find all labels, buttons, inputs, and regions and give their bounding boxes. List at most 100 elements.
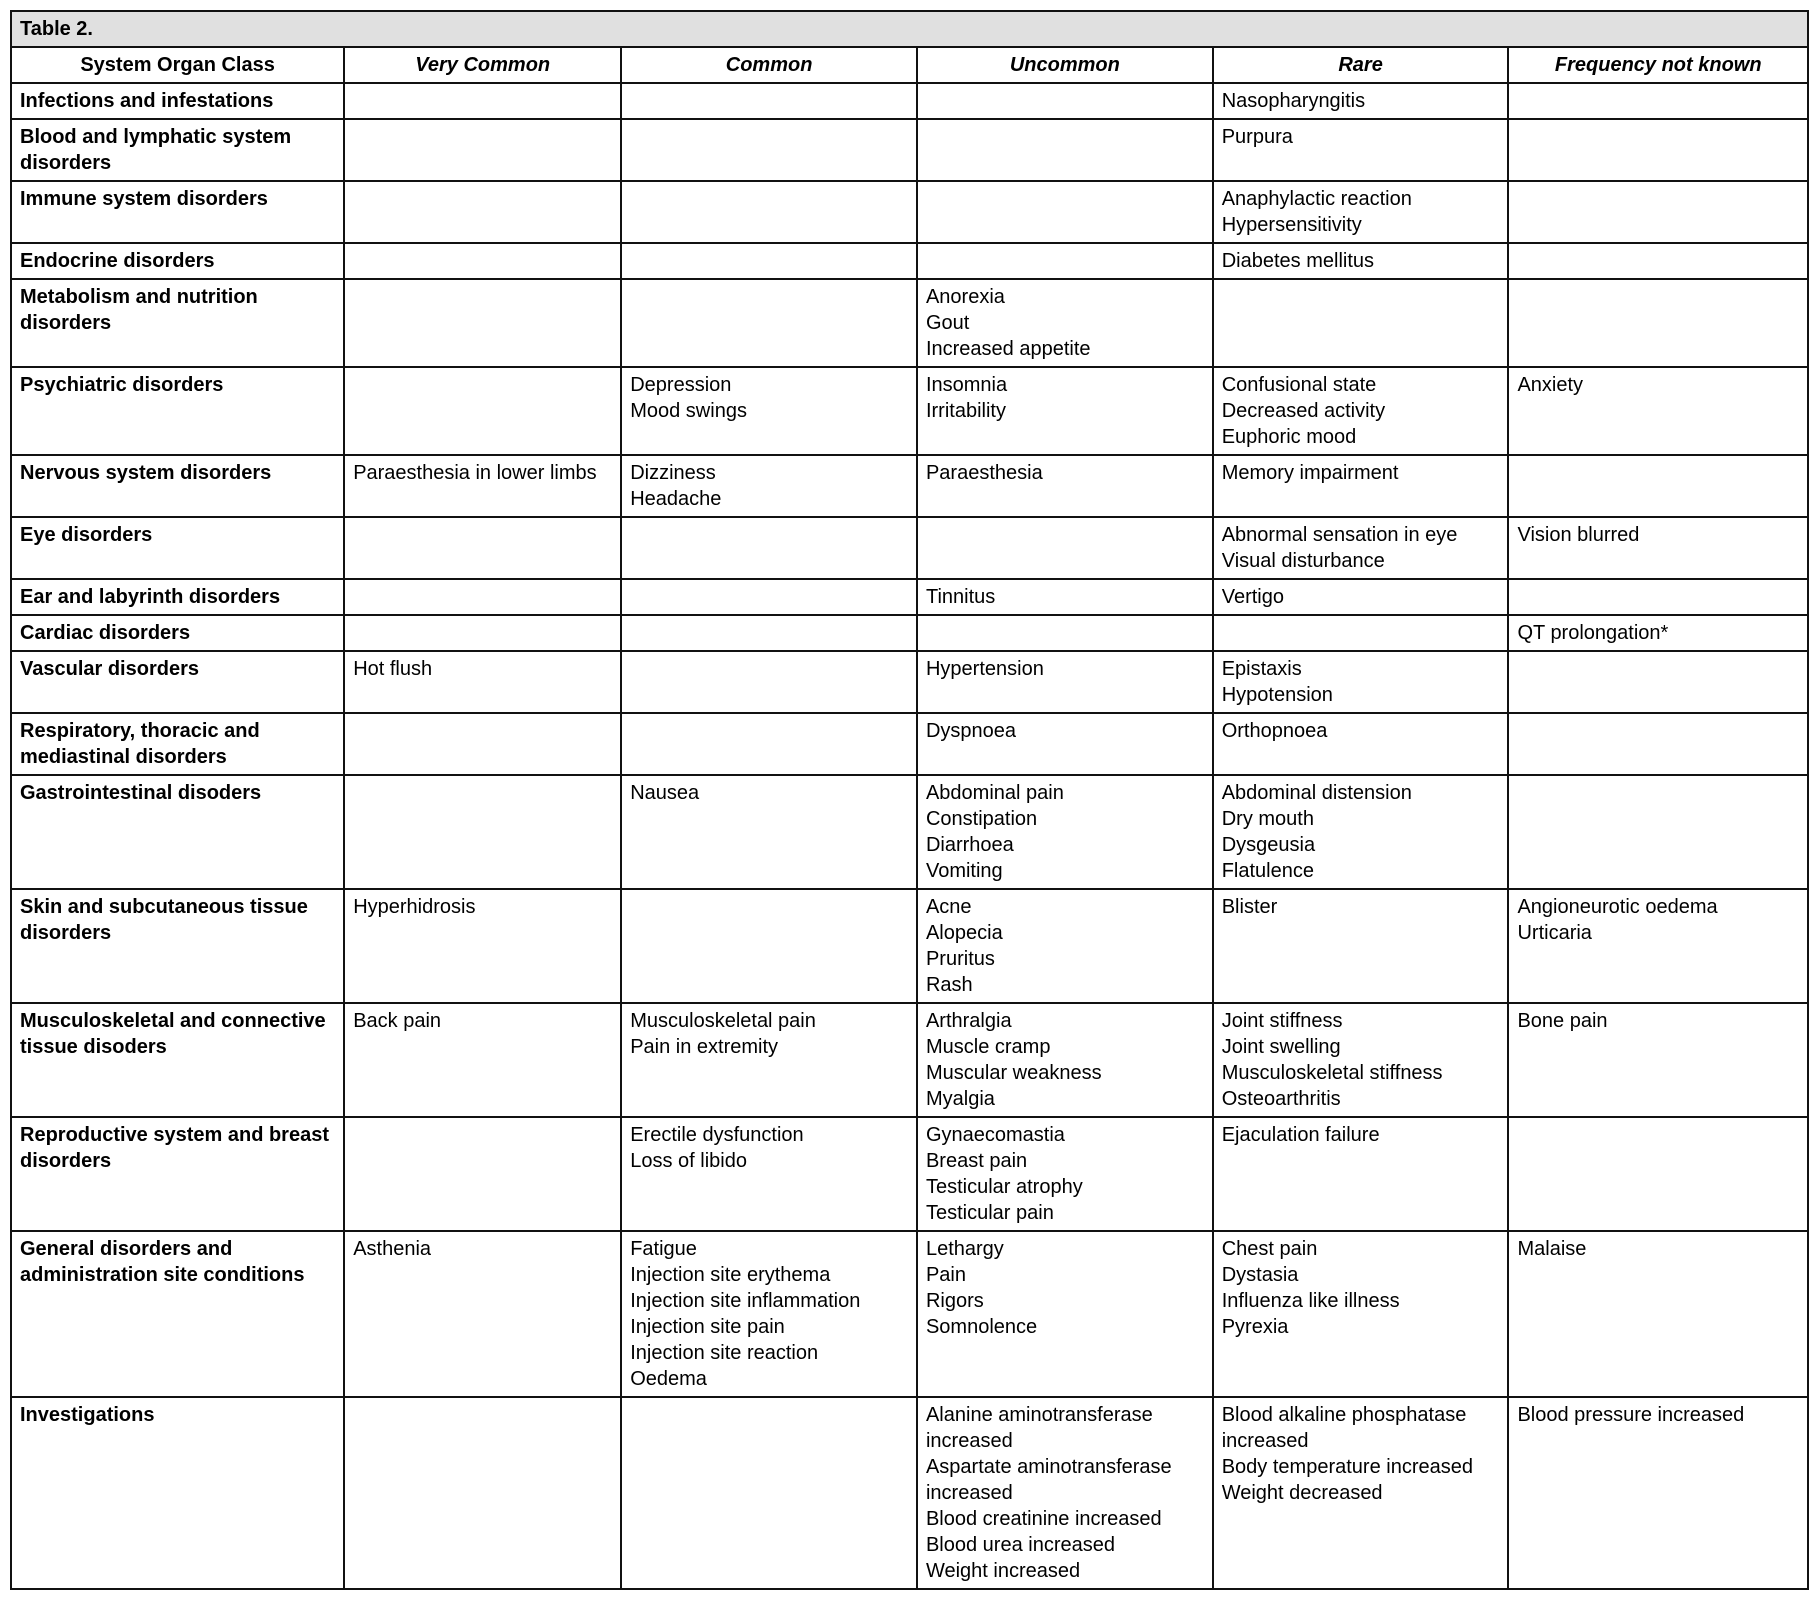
- very_common-cell: [344, 243, 621, 279]
- common-cell: [621, 1397, 917, 1589]
- adverse-event: Musculoskeletal pain: [630, 1008, 908, 1034]
- table-row: Gastrointestinal disodersNauseaAbdominal…: [11, 775, 1808, 889]
- rare-cell: Blister: [1213, 889, 1509, 1003]
- very_common-cell: [344, 615, 621, 651]
- adverse-event: Arthralgia: [926, 1008, 1204, 1034]
- rare-cell: Orthopnoea: [1213, 713, 1509, 775]
- adverse-event: Dysgeusia: [1222, 832, 1500, 858]
- table-row: Ear and labyrinth disorders Tinnitus Verti…: [11, 579, 1808, 615]
- common-cell: FatigueInjection site erythemaInjection …: [621, 1231, 917, 1397]
- adverse-event: Myalgia: [926, 1086, 1204, 1112]
- adverse-event: Visual disturbance: [1222, 548, 1500, 574]
- adverse-event: Bone pain: [1517, 1008, 1799, 1034]
- table-body: Infections and infestationsNasopharyngit…: [11, 83, 1808, 1589]
- uncommon-cell: Hypertension: [917, 651, 1213, 713]
- adverse-event: Depression: [630, 372, 908, 398]
- adverse-event: Asthenia: [353, 1236, 612, 1262]
- adverse-event: Oedema: [630, 1366, 908, 1392]
- very_common-cell: [344, 713, 621, 775]
- adverse-event: Body temperature increased: [1222, 1454, 1500, 1480]
- adverse-event: Alopecia: [926, 920, 1204, 946]
- soc-cell: Ear and labyrinth disorders: [11, 579, 344, 615]
- rare-cell: Abdominal distensionDry mouthDysgeusiaFl…: [1213, 775, 1509, 889]
- adverse-event: Anaphylactic reaction: [1222, 186, 1500, 212]
- adverse-event: Tinnitus: [926, 584, 1204, 610]
- rare-cell: Ejaculation failure: [1213, 1117, 1509, 1231]
- table-row: Psychiatric disordersDepressionMood swin…: [11, 367, 1808, 455]
- soc-cell: Respiratory, thoracic and mediastinal di…: [11, 713, 344, 775]
- adverse-event: Loss of libido: [630, 1148, 908, 1174]
- soc-cell: Reproductive system and breast disorders: [11, 1117, 344, 1231]
- unknown-cell: Vision blurred: [1508, 517, 1808, 579]
- common-cell: [621, 651, 917, 713]
- uncommon-cell: Dyspnoea: [917, 713, 1213, 775]
- adverse-event: Pain: [926, 1262, 1204, 1288]
- uncommon-cell: AcneAlopeciaPruritusRash: [917, 889, 1213, 1003]
- rare-cell: Purpura: [1213, 119, 1509, 181]
- very_common-cell: [344, 1397, 621, 1589]
- adverse-event: Dizziness: [630, 460, 908, 486]
- uncommon-cell: [917, 243, 1213, 279]
- adverse-event: Muscle cramp: [926, 1034, 1204, 1060]
- soc-cell: Cardiac disorders: [11, 615, 344, 651]
- table-row: Skin and subcutaneous tissue disordersHy…: [11, 889, 1808, 1003]
- common-cell: [621, 579, 917, 615]
- adverse-event: Joint stiffness: [1222, 1008, 1500, 1034]
- rare-cell: Joint stiffnessJoint swellingMusculoskel…: [1213, 1003, 1509, 1117]
- table-title: Table 2.: [11, 11, 1808, 47]
- table-row: Infections and infestationsNasopharyngit…: [11, 83, 1808, 119]
- uncommon-cell: Alanine aminotransferase increasedAspart…: [917, 1397, 1213, 1589]
- adverse-event: Blood pressure increased: [1517, 1402, 1799, 1428]
- adverse-event: Joint swelling: [1222, 1034, 1500, 1060]
- common-cell: [621, 181, 917, 243]
- adverse-event: Anxiety: [1517, 372, 1799, 398]
- adverse-event: Blood alkaline phosphatase increased: [1222, 1402, 1500, 1454]
- adverse-event: Orthopnoea: [1222, 718, 1500, 744]
- very_common-cell: [344, 517, 621, 579]
- common-cell: [621, 517, 917, 579]
- unknown-cell: [1508, 455, 1808, 517]
- unknown-cell: Anxiety: [1508, 367, 1808, 455]
- very_common-cell: [344, 367, 621, 455]
- adverse-event: Paraesthesia in lower limbs: [353, 460, 612, 486]
- adverse-event: Muscular weakness: [926, 1060, 1204, 1086]
- adverse-event: Abnormal sensation in eye: [1222, 522, 1500, 548]
- adverse-event: Blister: [1222, 894, 1500, 920]
- table-row: Nervous system disordersParaesthesia in …: [11, 455, 1808, 517]
- unknown-cell: [1508, 119, 1808, 181]
- common-cell: [621, 889, 917, 1003]
- unknown-cell: [1508, 579, 1808, 615]
- uncommon-cell: ArthralgiaMuscle crampMuscular weaknessM…: [917, 1003, 1213, 1117]
- adverse-event: Nausea: [630, 780, 908, 806]
- table-row: Endocrine disordersDiabetes mellitus: [11, 243, 1808, 279]
- common-cell: [621, 243, 917, 279]
- unknown-cell: [1508, 713, 1808, 775]
- adverse-event: Back pain: [353, 1008, 612, 1034]
- rare-cell: Anaphylactic reactionHypersensitivity: [1213, 181, 1509, 243]
- adverse-event: Blood creatinine increased: [926, 1506, 1204, 1532]
- rare-cell: Chest painDystasiaInfluenza like illness…: [1213, 1231, 1509, 1397]
- very_common-cell: Hot flush: [344, 651, 621, 713]
- adverse-event: Increased appetite: [926, 336, 1204, 362]
- table-row: Musculoskeletal and connective tissue di…: [11, 1003, 1808, 1117]
- unknown-cell: Malaise: [1508, 1231, 1808, 1397]
- unknown-cell: Bone pain: [1508, 1003, 1808, 1117]
- table-row: Reproductive system and breast disorders…: [11, 1117, 1808, 1231]
- soc-cell: Vascular disorders: [11, 651, 344, 713]
- adverse-event: Injection site inflammation: [630, 1288, 908, 1314]
- uncommon-cell: [917, 181, 1213, 243]
- very_common-cell: Paraesthesia in lower limbs: [344, 455, 621, 517]
- very_common-cell: Asthenia: [344, 1231, 621, 1397]
- unknown-cell: [1508, 181, 1808, 243]
- adverse-event: Hyperhidrosis: [353, 894, 612, 920]
- uncommon-cell: GynaecomastiaBreast painTesticular atrop…: [917, 1117, 1213, 1231]
- adverse-event: Vertigo: [1222, 584, 1500, 610]
- adverse-event: Osteoarthritis: [1222, 1086, 1500, 1112]
- unknown-cell: [1508, 243, 1808, 279]
- rare-cell: Diabetes mellitus: [1213, 243, 1509, 279]
- adverse-event: Aspartate aminotransferase increased: [926, 1454, 1204, 1506]
- adverse-event: Injection site pain: [630, 1314, 908, 1340]
- adverse-event: Vomiting: [926, 858, 1204, 884]
- rare-cell: [1213, 615, 1509, 651]
- rare-cell: Abnormal sensation in eyeVisual disturba…: [1213, 517, 1509, 579]
